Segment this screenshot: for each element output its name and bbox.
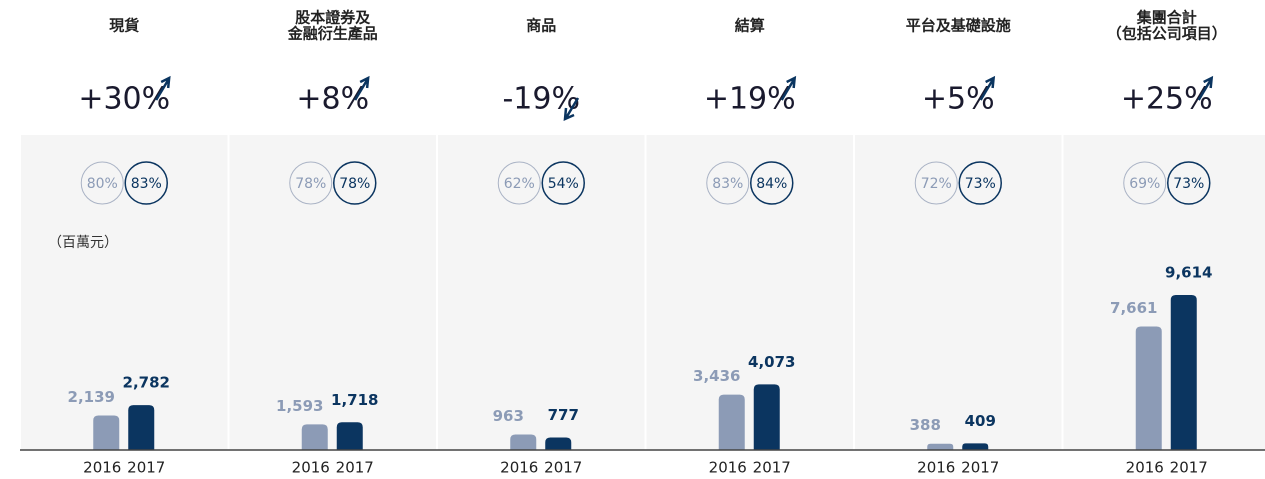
x-tick-label: 2017 xyxy=(336,459,374,477)
ring xyxy=(497,161,541,205)
arrow-up xyxy=(155,75,171,101)
bar xyxy=(93,415,120,450)
value-label: 777 xyxy=(548,406,579,424)
ring-label: 73% xyxy=(965,176,996,192)
panel-title: 平台及基礎設施 xyxy=(906,17,1011,35)
value-label: 1,718 xyxy=(331,391,378,409)
ring-label: 78% xyxy=(339,176,370,192)
change-value: +30% xyxy=(78,82,170,117)
arrow-up xyxy=(979,75,996,101)
arrow-up xyxy=(1197,75,1214,101)
arrow-up xyxy=(780,75,797,101)
value-label: 409 xyxy=(965,412,996,430)
panel-background xyxy=(1063,135,1265,450)
x-tick-label: 2017 xyxy=(961,459,999,477)
ring-label: 72% xyxy=(921,176,952,192)
bar xyxy=(545,437,572,450)
ring-label: 83% xyxy=(131,176,162,192)
x-tick-label: 2017 xyxy=(544,459,582,477)
bar xyxy=(301,424,328,450)
change-value: +25% xyxy=(1121,82,1213,117)
x-tick-label: 2016 xyxy=(917,459,955,477)
ring xyxy=(958,161,1002,205)
x-tick-label: 2016 xyxy=(500,459,538,477)
x-tick-label: 2016 xyxy=(292,459,330,477)
panel-background xyxy=(855,135,1062,450)
value-label: 4,073 xyxy=(748,353,795,371)
ring xyxy=(1167,161,1211,205)
change-value: +8% xyxy=(296,82,369,117)
panel-title: 股本證券及 xyxy=(295,9,371,27)
bar xyxy=(128,405,155,450)
ring xyxy=(1123,161,1167,205)
panel-title: 商品 xyxy=(526,17,556,35)
panel-background xyxy=(21,135,228,450)
value-label: 2,139 xyxy=(68,388,115,406)
ring-label: 80% xyxy=(87,176,118,192)
panel-background xyxy=(438,135,645,450)
x-tick-label: 2016 xyxy=(1126,459,1164,477)
x-tick-label: 2017 xyxy=(753,459,791,477)
bar xyxy=(1170,295,1197,450)
change-value: +5% xyxy=(922,82,995,117)
value-label: 9,614 xyxy=(1165,264,1212,282)
ring-label: 69% xyxy=(1129,176,1160,192)
bar xyxy=(336,422,363,450)
value-label: 2,782 xyxy=(123,374,170,392)
x-tick-label: 2017 xyxy=(127,459,165,477)
ring-label: 83% xyxy=(712,176,743,192)
ring-label: 62% xyxy=(504,176,535,192)
arrow-down xyxy=(563,97,580,122)
bar xyxy=(718,394,745,450)
value-label: 7,661 xyxy=(1110,299,1157,317)
panel-title: （包括公司項目） xyxy=(1107,25,1227,43)
value-label: 963 xyxy=(493,407,524,425)
ring-label: 73% xyxy=(1173,176,1204,192)
ring xyxy=(80,161,124,205)
panel-background xyxy=(646,135,853,450)
value-label: 3,436 xyxy=(693,367,740,385)
ring-label: 84% xyxy=(756,176,787,192)
ring xyxy=(750,161,794,205)
ring xyxy=(914,161,958,205)
ring-label: 78% xyxy=(295,176,326,192)
bar xyxy=(927,443,954,450)
value-label: 388 xyxy=(910,416,941,434)
change-value: +19% xyxy=(704,82,796,117)
ring xyxy=(289,161,333,205)
panel-title: 結算 xyxy=(735,17,765,35)
panel-title: 金融衍生產品 xyxy=(287,25,378,43)
change-value: -19% xyxy=(502,82,580,117)
ring xyxy=(541,161,585,205)
arrow-up xyxy=(354,75,370,101)
bar xyxy=(1135,326,1162,450)
bar xyxy=(753,384,780,450)
panel-background xyxy=(229,135,436,450)
panel-title: 集團合計 xyxy=(1136,9,1197,27)
x-tick-label: 2017 xyxy=(1170,459,1208,477)
ring-label: 54% xyxy=(548,176,579,192)
value-label: 1,593 xyxy=(276,397,323,415)
x-tick-label: 2016 xyxy=(83,459,121,477)
x-tick-label: 2016 xyxy=(709,459,747,477)
panel-title: 現貨 xyxy=(109,17,139,35)
ring xyxy=(333,161,377,205)
ring xyxy=(706,161,750,205)
bar xyxy=(510,434,537,450)
bar xyxy=(962,443,989,450)
unit-label: （百萬元） xyxy=(48,235,118,251)
ring xyxy=(124,161,168,205)
